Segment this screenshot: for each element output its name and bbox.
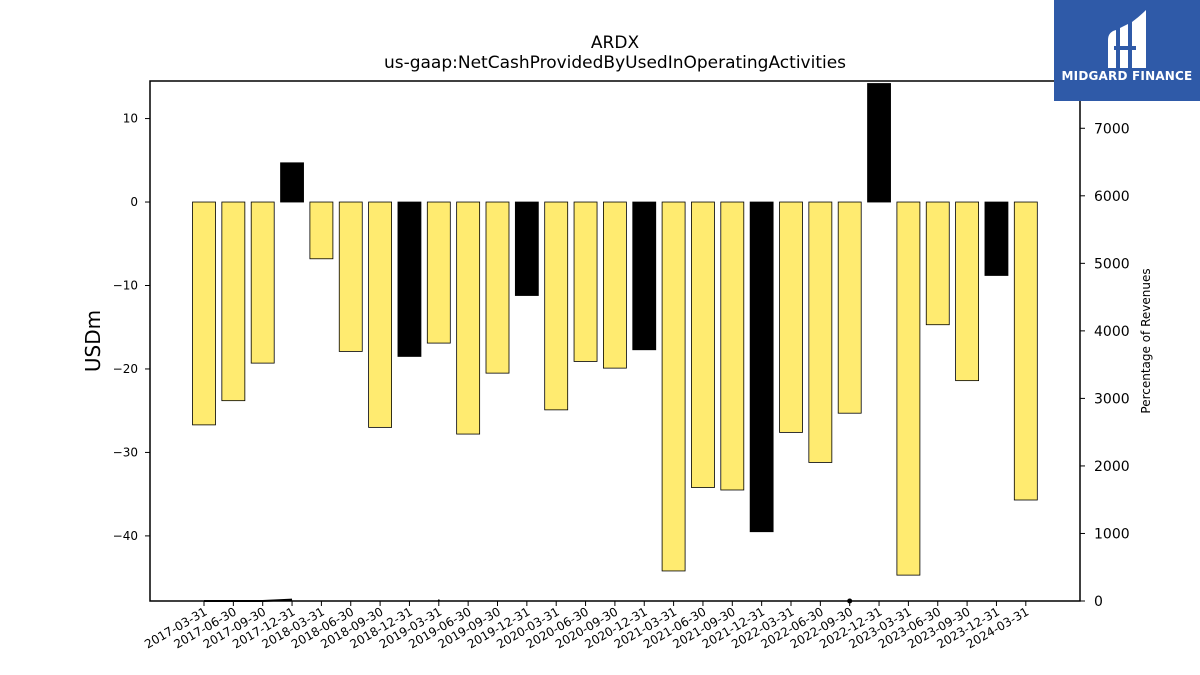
y2-tick-label: 5000 bbox=[1094, 256, 1130, 272]
bar-2017-03-31 bbox=[192, 201, 216, 426]
bar-2020-03-31 bbox=[544, 201, 569, 411]
bar-2017-06-30 bbox=[221, 201, 246, 402]
logo-mark-icon bbox=[1108, 10, 1146, 68]
bar-2021-12-31 bbox=[749, 201, 774, 533]
y2-tick-label: 0 bbox=[1094, 594, 1103, 610]
bar-2018-03-31 bbox=[309, 201, 334, 260]
bar-2019-06-30 bbox=[456, 201, 481, 435]
y-tick-label: 10 bbox=[123, 112, 138, 126]
bar-2018-06-30 bbox=[338, 201, 363, 352]
bar-2022-09-30 bbox=[837, 201, 862, 414]
y2-tick-label: 6000 bbox=[1094, 189, 1130, 205]
y-tick-label: 0 bbox=[130, 195, 138, 209]
y2-tick-label: 1000 bbox=[1094, 526, 1130, 542]
y2-tick-label: 2000 bbox=[1094, 459, 1130, 475]
bar-2019-03-31 bbox=[426, 201, 451, 344]
chart-subtitle: us-gaap:NetCashProvidedByUsedInOperating… bbox=[383, 53, 847, 73]
bar-2023-12-31 bbox=[984, 201, 1009, 276]
bar-2017-09-30 bbox=[250, 201, 275, 364]
y2-tick-label: 7000 bbox=[1094, 121, 1130, 137]
bar-2023-03-31 bbox=[896, 201, 921, 576]
bar-2020-06-30 bbox=[573, 201, 598, 362]
bar-2022-03-31 bbox=[779, 201, 803, 433]
y2-axis-label: Percentage of Revenues bbox=[1139, 268, 1153, 413]
bar-2019-12-31 bbox=[514, 201, 539, 296]
bar-2021-09-30 bbox=[720, 201, 745, 491]
bar-2024-03-31 bbox=[1013, 201, 1038, 501]
y-tick-label: −20 bbox=[113, 362, 138, 376]
bar-2023-09-30 bbox=[955, 201, 979, 382]
bar-2021-06-30 bbox=[691, 201, 715, 488]
y-tick-label: −30 bbox=[113, 445, 138, 459]
y-tick-label: −40 bbox=[113, 529, 138, 543]
bar-2020-09-30 bbox=[603, 201, 627, 369]
bar-2021-03-31 bbox=[661, 201, 686, 572]
bar-2020-12-31 bbox=[632, 201, 657, 351]
midgard-finance-logo: MIDGARD FINANCE bbox=[1054, 0, 1200, 101]
bar-2018-09-30 bbox=[368, 201, 393, 428]
y2-tick-label: 4000 bbox=[1094, 324, 1130, 340]
bar-2018-12-31 bbox=[397, 201, 422, 357]
y-axis-label: USDm bbox=[81, 310, 105, 372]
bar-2023-06-30 bbox=[925, 201, 950, 326]
logo-text: MIDGARD FINANCE bbox=[1061, 69, 1193, 83]
y-tick-label: −10 bbox=[113, 278, 138, 292]
bar-2022-12-31 bbox=[867, 83, 891, 203]
y2-tick-label: 3000 bbox=[1094, 391, 1130, 407]
chart-title: ARDX bbox=[590, 33, 640, 53]
bar-2017-12-31 bbox=[280, 162, 304, 203]
bar-2022-06-30 bbox=[808, 201, 833, 463]
bar-2019-09-30 bbox=[485, 201, 510, 374]
